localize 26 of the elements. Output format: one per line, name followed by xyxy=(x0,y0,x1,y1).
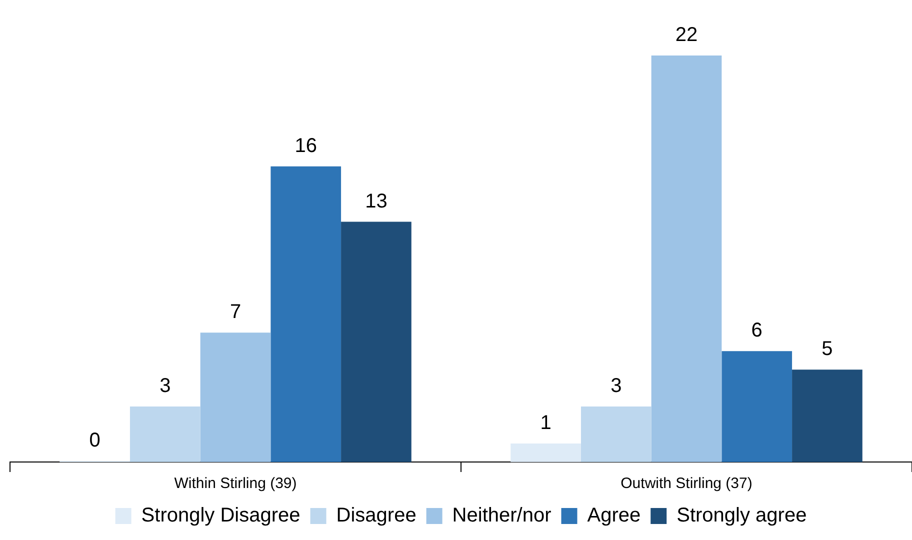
bar xyxy=(722,351,792,462)
data-label: 16 xyxy=(294,134,317,157)
bar xyxy=(200,332,271,462)
data-label: 3 xyxy=(160,375,171,398)
bar xyxy=(792,370,862,462)
x-tick-label: Within Stirling (39) xyxy=(174,475,297,492)
x-tick-label: Outwith Stirling (37) xyxy=(620,475,752,492)
legend-label: Strongly agree xyxy=(676,504,807,527)
data-label: 13 xyxy=(365,190,388,212)
bar xyxy=(130,406,200,462)
data-label: 0 xyxy=(89,430,100,452)
data-label: 5 xyxy=(822,338,833,360)
bar xyxy=(651,55,722,462)
legend-label: Strongly Disagree xyxy=(141,504,300,527)
legend-label: Neither/nor xyxy=(452,504,552,527)
data-label: 6 xyxy=(751,320,762,342)
bar xyxy=(341,222,412,462)
data-label: 1 xyxy=(540,412,552,434)
data-label: 22 xyxy=(675,24,698,46)
bar xyxy=(270,166,342,462)
legend-label: Agree xyxy=(587,504,641,527)
data-label: 7 xyxy=(230,301,242,324)
bar xyxy=(510,444,581,462)
legend-label: Disagree xyxy=(336,504,416,527)
data-label: 3 xyxy=(610,375,622,398)
bar xyxy=(580,406,652,462)
